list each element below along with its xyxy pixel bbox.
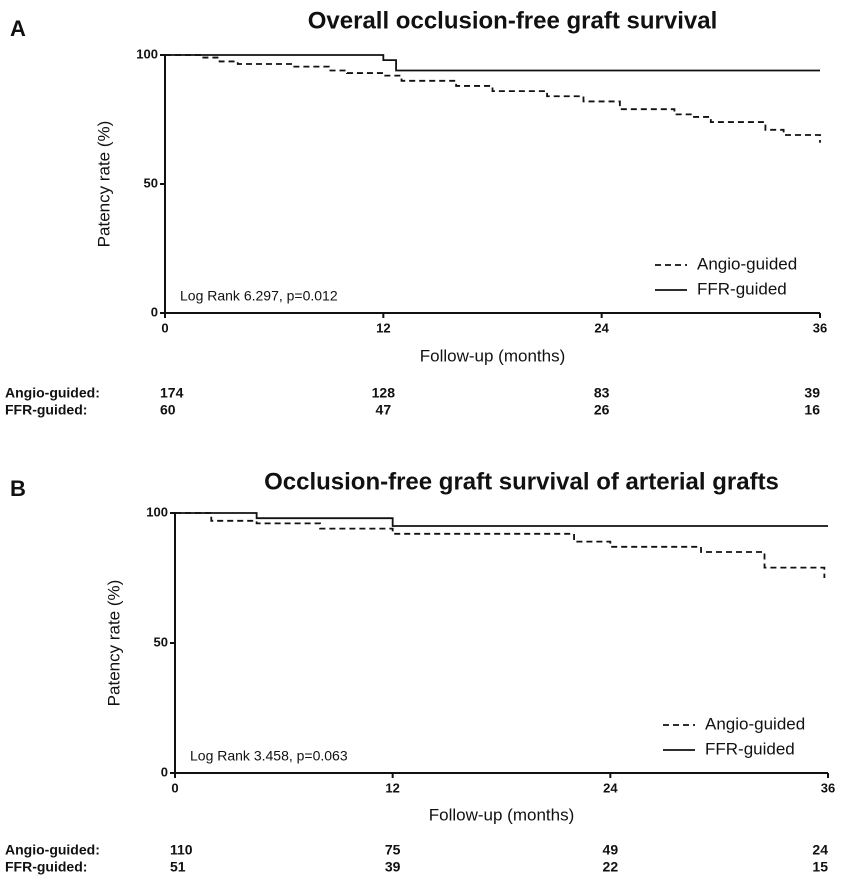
- risk-row-label: FFR-guided:: [5, 402, 87, 418]
- x-tick-label: 0: [161, 320, 168, 335]
- x-tick-label: 12: [385, 780, 399, 795]
- risk-count: 49: [603, 842, 619, 858]
- risk-count: 174: [160, 385, 184, 401]
- y-tick-label: 50: [154, 634, 168, 649]
- risk-count: 22: [603, 859, 619, 875]
- y-tick-label: 0: [151, 304, 158, 319]
- y-tick-label: 100: [146, 504, 168, 519]
- y-tick-label: 50: [144, 175, 158, 190]
- survival-line: [165, 54, 820, 72]
- risk-count: 16: [804, 402, 820, 418]
- y-tick-label: 0: [161, 764, 168, 779]
- chart-title: Occlusion-free graft survival of arteria…: [264, 468, 779, 495]
- risk-count: 51: [170, 859, 186, 875]
- risk-count: 24: [812, 842, 828, 858]
- annotation: Log Rank 3.458, p=0.063: [190, 748, 348, 764]
- risk-row-label: FFR-guided:: [5, 859, 87, 875]
- risk-count: 47: [376, 402, 392, 418]
- x-tick-label: 24: [594, 320, 609, 335]
- legend-label: Angio-guided: [705, 714, 805, 733]
- risk-count: 75: [385, 842, 401, 858]
- x-tick-label: 24: [603, 780, 618, 795]
- legend-label: FFR-guided: [697, 279, 787, 298]
- survival-line: [175, 512, 828, 527]
- risk-count: 128: [372, 385, 396, 401]
- y-tick-label: 100: [136, 46, 158, 61]
- legend-label: Angio-guided: [697, 254, 797, 273]
- y-axis-label: Patency rate (%): [104, 580, 123, 707]
- x-tick-label: 0: [171, 780, 178, 795]
- y-axis-label: Patency rate (%): [94, 121, 113, 248]
- risk-count: 15: [812, 859, 828, 875]
- chart-title: Overall occlusion-free graft survival: [308, 7, 718, 34]
- risk-count: 39: [804, 385, 820, 401]
- risk-count: 26: [594, 402, 610, 418]
- legend-label: FFR-guided: [705, 739, 795, 758]
- x-tick-label: 36: [813, 320, 827, 335]
- x-axis-label: Follow-up (months): [420, 346, 566, 365]
- annotation: Log Rank 6.297, p=0.012: [180, 288, 338, 304]
- risk-count: 60: [160, 402, 176, 418]
- risk-count: 83: [594, 385, 610, 401]
- x-axis-label: Follow-up (months): [429, 805, 575, 824]
- risk-row-label: Angio-guided:: [5, 842, 100, 858]
- survival-line: [165, 54, 821, 143]
- x-tick-label: 36: [821, 780, 835, 795]
- panel-label: B: [10, 476, 26, 501]
- risk-count: 110: [170, 842, 193, 858]
- risk-row-label: Angio-guided:: [5, 385, 100, 401]
- panel-label: A: [10, 16, 26, 41]
- risk-count: 39: [385, 859, 401, 875]
- x-tick-label: 12: [376, 320, 390, 335]
- survival-line: [175, 512, 826, 578]
